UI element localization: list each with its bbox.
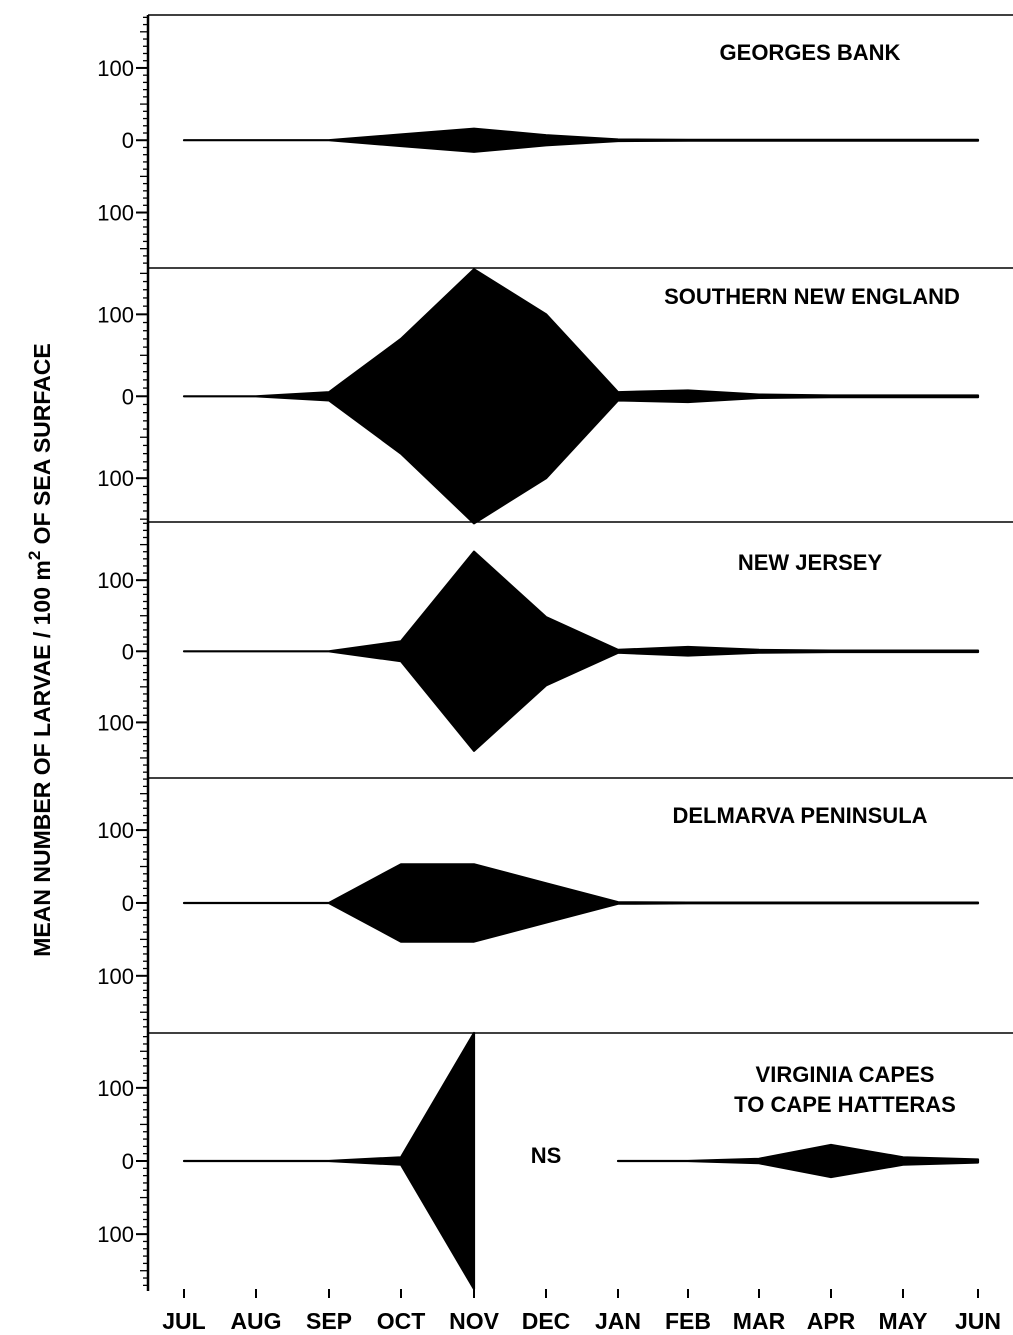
panel-4: 100 0 100 VIRGINIA CAPES TO CAPE HATTERAS NS — [97, 1031, 980, 1291]
y-tick-label: 100 — [97, 466, 134, 491]
kite-shape-4-1 — [616, 1143, 980, 1179]
panel-1: 100 0 100 SOUTHERN NEW ENGLAND — [97, 268, 980, 525]
panels-layer: 100 0 100 GEORGES BANK 100 0 100 SOUTHERN NEW E… — [97, 14, 1013, 1291]
y-tick-label: 0 — [122, 891, 134, 916]
y-tick-label: 100 — [97, 302, 134, 327]
y-tick-label: 100 — [97, 568, 134, 593]
y-tick-label: 100 — [97, 1076, 134, 1101]
x-tick-label-apr: APR — [807, 1308, 856, 1334]
kite-shape-3-0 — [182, 863, 980, 943]
kite-shape-4-0 — [182, 1031, 476, 1291]
x-axis: JUL AUG SEP OCT NOV DEC JAN FEB MAR APR MAY JUN — [162, 1289, 1001, 1334]
x-tick-label-mar: MAR — [733, 1308, 786, 1334]
panel-title-4: VIRGINIA CAPES — [756, 1062, 935, 1087]
y-tick-label: 100 — [97, 818, 134, 843]
x-tick-label-may: MAY — [879, 1308, 928, 1334]
kite-shape-1-0 — [182, 268, 980, 525]
y-tick-label: 100 — [97, 710, 134, 735]
x-tick-label-jan: JAN — [595, 1308, 641, 1334]
not-sampled-label: NS — [531, 1143, 562, 1168]
panel-3: 100 0 100 DELMARVA PENINSULA — [97, 778, 980, 1028]
y-axis-label-superscript: 2 — [25, 551, 44, 560]
x-tick-label-sep: SEP — [306, 1308, 352, 1334]
y-tick-label: 0 — [122, 1149, 134, 1174]
panel-title-2: NEW JERSEY — [738, 550, 883, 575]
y-tick-label: 100 — [97, 201, 134, 226]
kite-shape-0-0 — [182, 127, 980, 153]
y-tick-label: 100 — [97, 1222, 134, 1247]
panel-0: 100 0 100 GEORGES BANK — [97, 16, 980, 264]
x-tick-label-aug: AUG — [230, 1308, 281, 1334]
x-tick-label-nov: NOV — [449, 1308, 500, 1334]
x-tick-label-dec: DEC — [522, 1308, 571, 1334]
y-axis-label-main: MEAN NUMBER OF LARVAE / 100 m — [29, 560, 55, 957]
y-tick-label: 0 — [122, 384, 134, 409]
x-tick-label-jul: JUL — [162, 1308, 205, 1334]
y-tick-label: 0 — [122, 639, 134, 664]
x-tick-label-jun: JUN — [955, 1308, 1001, 1334]
x-tick-label-oct: OCT — [377, 1308, 426, 1334]
panel-title-4: TO CAPE HATTERAS — [734, 1092, 956, 1117]
y-axis-label-tail: OF SEA SURFACE — [29, 343, 55, 550]
y-tick-label: 100 — [97, 964, 134, 989]
panel-2: 100 0 100 NEW JERSEY — [97, 522, 980, 773]
panel-title-0: GEORGES BANK — [720, 40, 901, 65]
x-tick-label-feb: FEB — [665, 1308, 711, 1334]
kite-shape-2-0 — [182, 550, 980, 752]
y-axis-label: MEAN NUMBER OF LARVAE / 100 m2 OF SEA SU… — [25, 343, 55, 957]
panel-title-1: SOUTHERN NEW ENGLAND — [664, 284, 960, 309]
y-tick-label: 100 — [97, 56, 134, 81]
panel-title-3: DELMARVA PENINSULA — [672, 803, 927, 828]
y-tick-label: 0 — [122, 128, 134, 153]
